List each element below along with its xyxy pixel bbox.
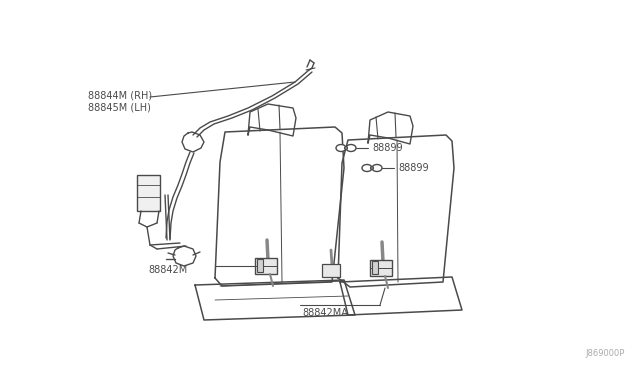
Polygon shape — [257, 259, 263, 272]
Ellipse shape — [336, 144, 346, 151]
Text: 88899: 88899 — [372, 143, 403, 153]
Text: 88842MA: 88842MA — [302, 308, 348, 318]
Text: 88844M (RH): 88844M (RH) — [88, 90, 152, 100]
Text: 88899: 88899 — [398, 163, 429, 173]
Polygon shape — [322, 264, 340, 277]
Ellipse shape — [371, 167, 374, 170]
Ellipse shape — [344, 147, 348, 150]
Text: J869000P: J869000P — [586, 349, 625, 358]
Ellipse shape — [362, 164, 372, 171]
Polygon shape — [372, 261, 378, 274]
Text: 88842M: 88842M — [148, 265, 188, 275]
Polygon shape — [370, 260, 392, 276]
Text: 88845M (LH): 88845M (LH) — [88, 102, 151, 112]
Polygon shape — [255, 258, 277, 274]
Ellipse shape — [346, 144, 356, 151]
Ellipse shape — [372, 164, 382, 171]
Polygon shape — [137, 175, 160, 211]
